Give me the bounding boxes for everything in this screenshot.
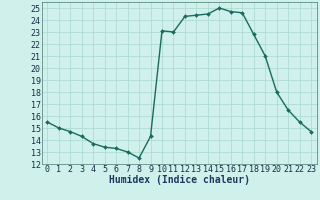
X-axis label: Humidex (Indice chaleur): Humidex (Indice chaleur) xyxy=(109,175,250,185)
